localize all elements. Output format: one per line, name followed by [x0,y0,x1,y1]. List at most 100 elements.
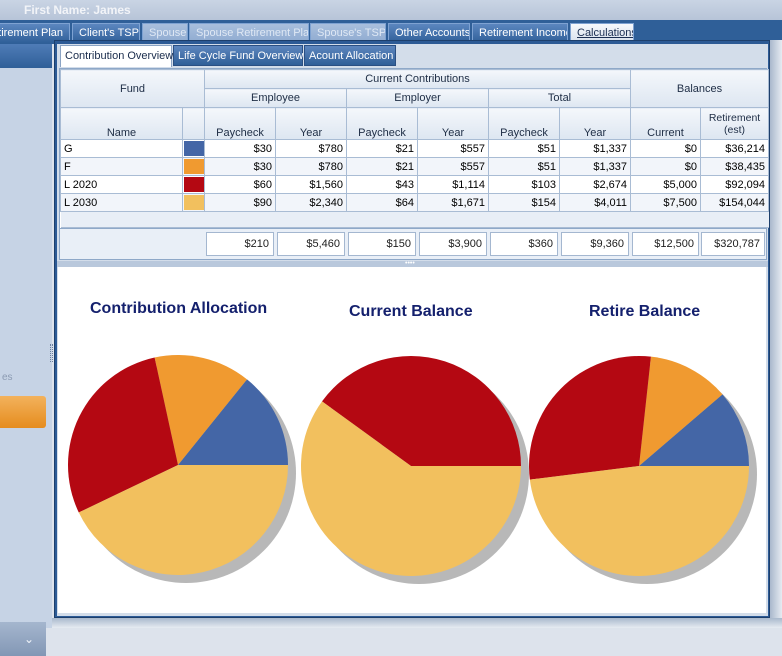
pie-slice-g [178,379,288,465]
header-color [181,107,206,140]
total-employee-paycheck: $210 [206,232,274,256]
contribution-grid: Fund Current Contributions Balances Empl… [59,68,770,260]
pie-slice-l-2020 [67,357,178,513]
header-balance-current[interactable]: Current [630,107,702,140]
pie-slice-g [639,394,749,466]
employer-paycheck-cell: $64 [346,193,419,212]
header-total-year[interactable]: Year [559,107,632,140]
header-employee-year[interactable]: Year [275,107,348,140]
tab-calculations[interactable]: Calculations [570,23,634,43]
balance-retirement-cell: $38,435 [700,157,770,176]
empty-row [60,211,769,228]
charts-area: Contribution Allocation Current Balance … [58,267,766,613]
balance-current-cell: $5,000 [630,175,702,194]
left-panel-bottom-button[interactable] [0,622,46,656]
fund-color-swatch [181,139,206,158]
employee-year-cell: $1,560 [275,175,348,194]
employer-year-cell: $1,671 [417,193,490,212]
fund-name: F [60,157,183,176]
subtab-contribution-overview[interactable]: Contribution Overview [60,45,173,67]
pie-slice-f [639,356,723,466]
chart-title-retire-balance: Retire Balance [589,303,701,320]
total-employer-paycheck: $150 [348,232,416,256]
header-balance-retirement[interactable]: Retirement (est) [700,107,770,140]
header-employer-year[interactable]: Year [417,107,490,140]
fund-name: L 2020 [60,175,183,194]
balance-current-cell: $7,500 [630,193,702,212]
employee-year-cell: $780 [275,139,348,158]
fund-color-swatch [181,193,206,212]
employee-year-cell: $2,340 [275,193,348,212]
total-year-cell: $1,337 [559,139,632,158]
table-row[interactable]: L 2020 $60 $1,560 $43 $1,114 $103 $2,674… [60,175,770,194]
table-row[interactable]: L 2030 $90 $2,340 $64 $1,671 $154 $4,011… [60,193,770,212]
employer-year-cell: $1,114 [417,175,490,194]
total-year-cell: $2,674 [559,175,632,194]
balance-current-cell: $0 [630,139,702,158]
employer-year-cell: $557 [417,139,490,158]
chevron-down-icon[interactable]: ⌄ [24,632,35,646]
chart-title-contribution-allocation: Contribution Allocation [90,300,268,317]
table-row[interactable]: G $30 $780 $21 $557 $51 $1,337 $0 $36,21… [60,139,770,158]
header-total-paycheck[interactable]: Paycheck [488,107,561,140]
total-paycheck-cell: $51 [488,139,561,158]
header-balances: Balances [630,69,770,108]
tab-retirement-income[interactable]: Retirement Income [472,23,568,43]
total-paycheck-cell: $51 [488,157,561,176]
balance-retirement-cell: $36,214 [700,139,770,158]
employer-paycheck-cell: $21 [346,139,419,158]
header-total: Total [488,88,632,108]
header-fund: Fund [59,69,206,108]
total-total-year: $9,360 [561,232,629,256]
pie-slice-l-2030 [301,401,521,576]
left-panel-header [0,44,52,68]
horizontal-splitter[interactable]: •••• [57,260,768,267]
subtab-account-allocation[interactable]: Acount Allocation [304,45,396,66]
employee-paycheck-cell: $30 [204,157,277,176]
contribution-allocation-pie [67,355,296,583]
header-current-contributions: Current Contributions [204,69,632,89]
subtab-life-cycle-fund-overview[interactable]: Life Cycle Fund Overview [173,45,303,66]
tab-other-accounts[interactable]: Other Accounts [388,23,470,43]
total-total-paycheck: $360 [490,232,558,256]
tab-retirement-plan[interactable]: Retirement Plan [0,23,70,43]
employee-year-cell: $780 [275,157,348,176]
retire-balance-pie [529,356,757,584]
fund-name: G [60,139,183,158]
header-name[interactable]: Name [60,107,183,140]
total-year-cell: $1,337 [559,157,632,176]
header-employer-paycheck[interactable]: Paycheck [346,107,419,140]
employer-paycheck-cell: $43 [346,175,419,194]
left-panel-label: es [2,372,13,383]
total-employee-year: $5,460 [277,232,345,256]
pie-slice-l-2030 [78,465,288,575]
fund-color-swatch [181,175,206,194]
tab-spouses-tsp: Spouse's TSP [310,23,386,43]
total-employer-year: $3,900 [419,232,487,256]
employer-year-cell: $557 [417,157,490,176]
employee-paycheck-cell: $30 [204,139,277,158]
header-employee: Employee [204,88,348,108]
tab-spouse-retirement-plan: Spouse Retirement Plan [189,23,309,43]
totals-row: $210 $5,460 $150 $3,900 $360 $9,360 $12,… [59,228,767,260]
left-panel-selected-item[interactable] [0,396,46,428]
panel-splitter-handle[interactable] [50,344,53,362]
window-edge-bottom [52,618,782,628]
balance-current-cell: $0 [630,157,702,176]
total-paycheck-cell: $103 [488,175,561,194]
total-balance-current: $12,500 [632,232,699,256]
left-panel: es ⌄ [0,44,53,656]
current-balance-pie [301,356,529,584]
balance-retirement-cell: $92,094 [700,175,770,194]
pie-slice-f [154,355,248,465]
window-title: First Name: James [0,0,782,20]
pie-slice-l-2030 [529,466,749,576]
tab-spouse: Spouse [142,23,188,43]
tab-clients-tsp[interactable]: Client's TSP [72,23,140,43]
employee-paycheck-cell: $60 [204,175,277,194]
pie-slice-l-2020 [529,356,651,480]
header-employer: Employer [346,88,490,108]
fund-color-swatch [181,157,206,176]
table-row[interactable]: F $30 $780 $21 $557 $51 $1,337 $0 $38,43… [60,157,770,176]
header-employee-paycheck[interactable]: Paycheck [204,107,277,140]
